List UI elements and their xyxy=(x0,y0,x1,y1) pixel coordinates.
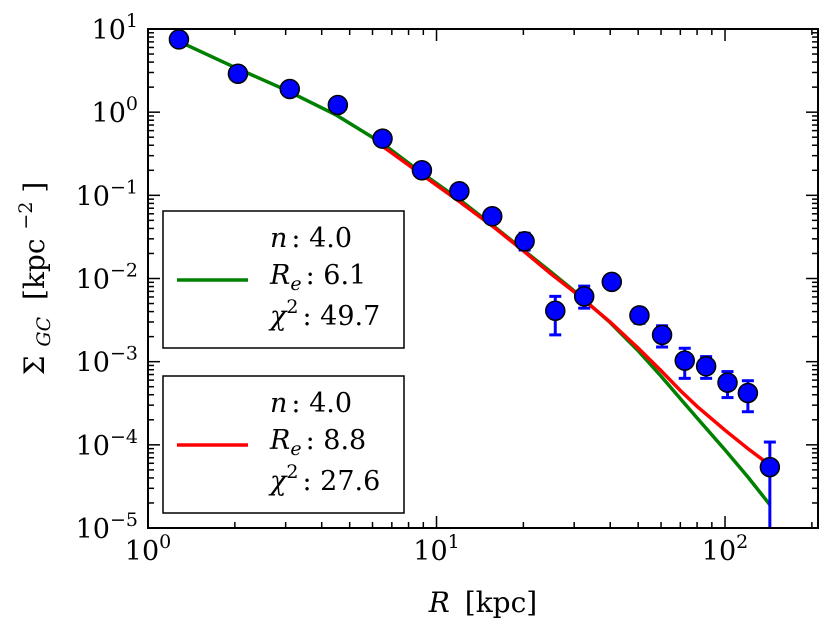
legend-fit1-n: n: 4.0 xyxy=(270,223,352,254)
data-point xyxy=(651,324,673,346)
data-point xyxy=(737,382,759,404)
series-line-fit2 xyxy=(381,144,771,467)
data-point xyxy=(168,29,190,50)
x-tick-label: 101 xyxy=(413,531,459,567)
y-tick-label: 10−2 xyxy=(76,260,138,296)
y-axis-label: Σ GC [kpc −2 ] xyxy=(6,182,57,376)
data-point xyxy=(759,456,781,478)
data-point xyxy=(629,305,650,326)
axis-ticks xyxy=(147,28,818,529)
legend-fit2-re: Re: 8.8 xyxy=(269,425,366,460)
data-point xyxy=(449,180,470,202)
data-point xyxy=(372,128,393,149)
legend-fit2-n: n: 4.0 xyxy=(270,388,352,419)
data-point xyxy=(327,94,349,116)
legend-fit1-chi: χ2: 49.7 xyxy=(268,296,380,332)
x-tick-label: 100 xyxy=(125,531,171,567)
legend-fit2-chi: χ2: 27.6 xyxy=(268,461,380,497)
x-axis-label: R [kpc] xyxy=(428,586,537,619)
legend-fit2: n: 4.0 Re: 8.8 χ2: 27.6 xyxy=(162,375,405,514)
data-point xyxy=(411,160,433,181)
legend-fit1-re: Re: 6.1 xyxy=(269,260,366,295)
y-axis-subscript: GC xyxy=(33,316,55,346)
y-axis-unit-exponent: −2 xyxy=(15,202,37,230)
y-tick-label: 100 xyxy=(92,93,138,129)
y-tick-label: 10−4 xyxy=(76,426,138,462)
plot-content xyxy=(168,29,781,528)
data-point xyxy=(481,206,503,227)
y-tick-label: 101 xyxy=(92,10,138,46)
y-tick-label: 10−1 xyxy=(76,176,138,212)
y-axis-symbol: Σ xyxy=(18,356,51,376)
y-axis-unit-close: ] xyxy=(18,182,51,193)
y-axis-unit: [kpc xyxy=(18,238,51,300)
legend-fit1: n: 4.0 Re: 6.1 χ2: 49.7 xyxy=(162,210,405,349)
data-point xyxy=(514,231,535,252)
y-tick-label: 10−5 xyxy=(76,509,138,545)
data-point xyxy=(717,372,738,393)
data-point xyxy=(601,271,623,293)
x-axis-unit: [kpc] xyxy=(465,586,537,619)
data-point xyxy=(227,63,249,84)
y-tick-label: 10−3 xyxy=(76,343,138,379)
data-point xyxy=(573,286,595,307)
x-axis-symbol: R xyxy=(428,586,450,619)
x-tick-label: 102 xyxy=(702,531,748,567)
data-point xyxy=(545,300,566,321)
data-point xyxy=(695,356,717,377)
axis-tick-labels: 100 101 102 101 100 10−1 10−2 10−3 10−4 10−5 xyxy=(76,10,749,567)
data-point xyxy=(674,350,695,371)
data-point xyxy=(279,78,301,100)
